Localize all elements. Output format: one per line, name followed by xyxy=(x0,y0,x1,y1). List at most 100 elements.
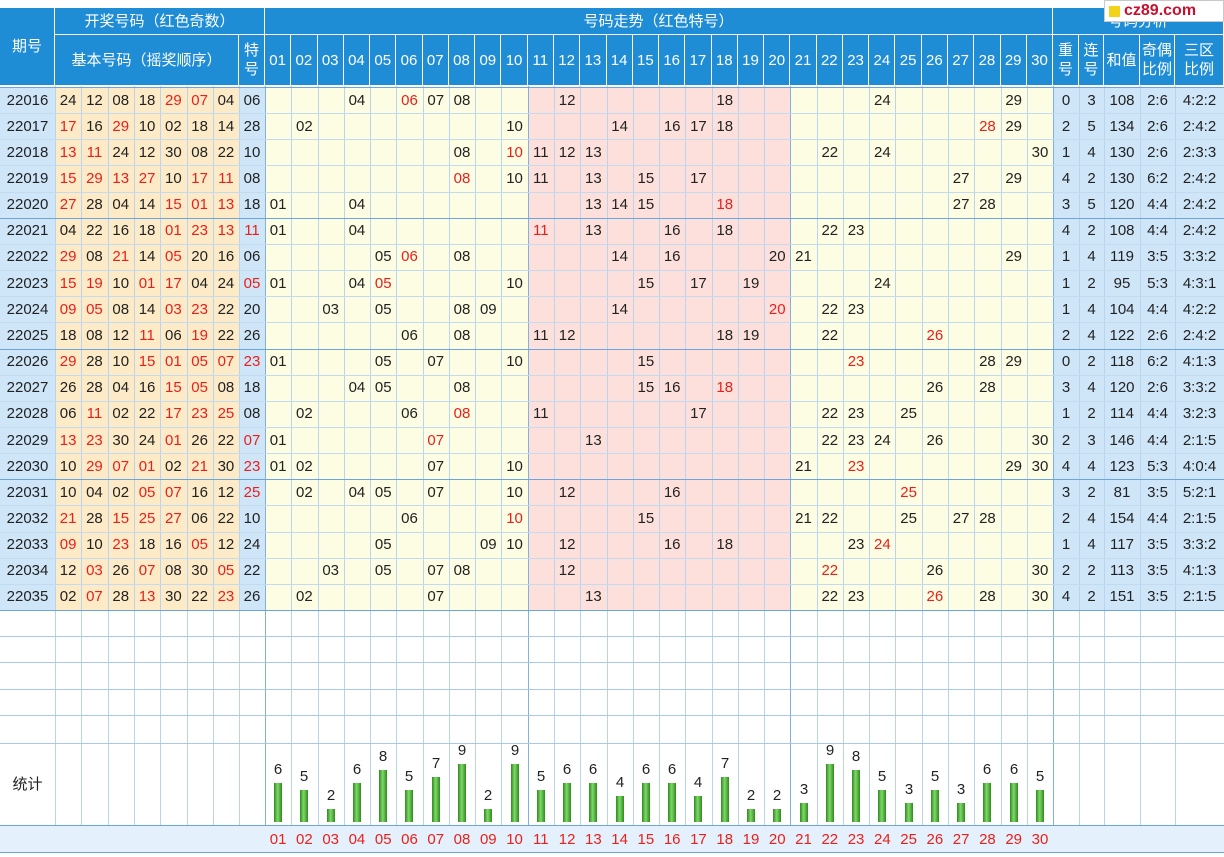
row-trend-number: 10 xyxy=(506,483,523,501)
row-zone-ratio: 3:3:2 xyxy=(1182,248,1217,266)
row-zone-ratio: 2:1:5 xyxy=(1182,509,1217,527)
row-zone-ratio: 4:0:4 xyxy=(1182,457,1217,475)
row-trend-number: 05 xyxy=(374,562,392,580)
row-sum: 117 xyxy=(1110,536,1134,554)
row-basic-number: 29 xyxy=(59,353,77,371)
row-basic-number: 11 xyxy=(139,326,155,344)
stats-bar xyxy=(327,809,335,822)
footer-trend-number: 04 xyxy=(348,830,366,848)
row-basic-number: 12 xyxy=(217,483,235,501)
row-trend-number: 24 xyxy=(873,536,891,554)
row-basic-number: 22 xyxy=(217,431,235,449)
footer-trend-number: 27 xyxy=(952,830,970,848)
grid-hline xyxy=(0,505,1224,506)
row-consecutive: 4 xyxy=(1087,300,1096,318)
row-trend-number: 04 xyxy=(348,379,366,397)
row-special-number: 23 xyxy=(243,353,261,371)
grid-vline xyxy=(790,86,791,851)
row-trend-number: 03 xyxy=(322,562,339,580)
row-basic-number: 10 xyxy=(59,483,77,501)
footer-row-bg xyxy=(0,826,1224,852)
grid-hline xyxy=(0,479,1224,480)
row-basic-number: 07 xyxy=(86,588,103,606)
row-basic-number: 13 xyxy=(59,431,77,449)
row-sum: 120 xyxy=(1109,379,1135,397)
row-basic-number: 10 xyxy=(112,353,130,371)
row-trend-number: 18 xyxy=(716,379,734,397)
row-basic-number: 05 xyxy=(164,248,182,266)
row-trend-number: 23 xyxy=(847,222,865,240)
grid-vline xyxy=(108,86,109,851)
row-trend-number: 18 xyxy=(716,222,734,240)
row-basic-number: 01 xyxy=(164,431,182,449)
grid-vline xyxy=(1053,86,1054,851)
row-basic-number: 19 xyxy=(86,274,103,292)
row-period: 22026 xyxy=(6,353,49,371)
row-odd-even: 4:4 xyxy=(1147,196,1168,214)
grid-vline xyxy=(554,86,555,851)
footer-trend-number: 29 xyxy=(1005,830,1023,848)
row-basic-number: 21 xyxy=(191,457,208,475)
stats-count-label: 5 xyxy=(1035,768,1045,785)
row-period: 22029 xyxy=(6,431,49,449)
row-trend-number: 17 xyxy=(690,274,707,292)
row-trend-number: 05 xyxy=(374,379,392,397)
grid-vline xyxy=(423,86,424,851)
analysis-area-bg xyxy=(1053,87,1224,610)
trend-column-header: 21 xyxy=(790,35,817,86)
trend-column-header: 20 xyxy=(764,35,791,86)
row-trend-number: 08 xyxy=(453,248,471,266)
row-basic-number: 15 xyxy=(138,353,156,371)
row-consecutive: 2 xyxy=(1087,353,1096,371)
row-trend-number: 06 xyxy=(401,405,418,423)
row-odd-even: 2:6 xyxy=(1147,117,1168,135)
row-basic-number: 30 xyxy=(164,588,182,606)
row-trend-number: 05 xyxy=(374,248,392,266)
grid-vline xyxy=(501,86,502,851)
row-basic-number: 18 xyxy=(138,222,156,240)
row-trend-number: 22 xyxy=(821,326,839,344)
row-trend-number: 05 xyxy=(374,536,392,554)
row-basic-number: 06 xyxy=(191,509,208,527)
footer-trend-number: 18 xyxy=(716,830,734,848)
row-trend-number: 10 xyxy=(506,170,523,187)
row-zone-ratio: 5:2:1 xyxy=(1182,483,1217,501)
row-trend-number: 24 xyxy=(873,91,891,109)
row-trend-number: 07 xyxy=(427,588,445,606)
row-zone-ratio: 2:1:5 xyxy=(1182,431,1217,449)
row-trend-number: 27 xyxy=(952,196,970,214)
row-trend-number: 27 xyxy=(952,509,970,527)
row-special-number: 18 xyxy=(243,196,261,214)
footer-trend-number: 22 xyxy=(821,830,839,848)
row-consecutive: 4 xyxy=(1087,509,1096,527)
row-basic-number: 14 xyxy=(217,117,235,135)
row-trend-number: 23 xyxy=(847,353,865,371)
stats-bar xyxy=(642,783,650,822)
row-repeat: 2 xyxy=(1061,562,1071,580)
row-period: 22027 xyxy=(6,379,49,397)
row-trend-number: 08 xyxy=(453,562,471,580)
row-zone-ratio: 4:2:2 xyxy=(1182,300,1217,318)
stats-count-label: 6 xyxy=(352,761,362,778)
footer-trend-number: 09 xyxy=(479,830,497,848)
stats-bar xyxy=(957,803,965,822)
row-basic-number: 04 xyxy=(86,483,103,501)
row-odd-even: 4:4 xyxy=(1147,431,1168,449)
row-odd-even: 4:4 xyxy=(1147,509,1168,527)
footer-trend-number: 19 xyxy=(742,830,760,848)
row-repeat: 3 xyxy=(1061,483,1071,501)
stats-label: 统计 xyxy=(12,776,43,794)
grid-hline xyxy=(0,270,1224,271)
stats-count-label: 5 xyxy=(404,768,414,785)
row-basic-number: 18 xyxy=(191,117,208,135)
stats-bar xyxy=(537,790,545,822)
stats-bar xyxy=(878,790,886,822)
trend-column-header: 02 xyxy=(291,35,318,86)
row-basic-number: 14 xyxy=(138,300,156,318)
row-odd-even: 3:5 xyxy=(1147,536,1168,554)
stats-bar xyxy=(511,764,519,822)
grid-hline xyxy=(0,322,1224,323)
row-sum: 130 xyxy=(1109,170,1135,187)
row-period: 22020 xyxy=(6,196,49,214)
row-trend-number: 22 xyxy=(821,588,839,606)
